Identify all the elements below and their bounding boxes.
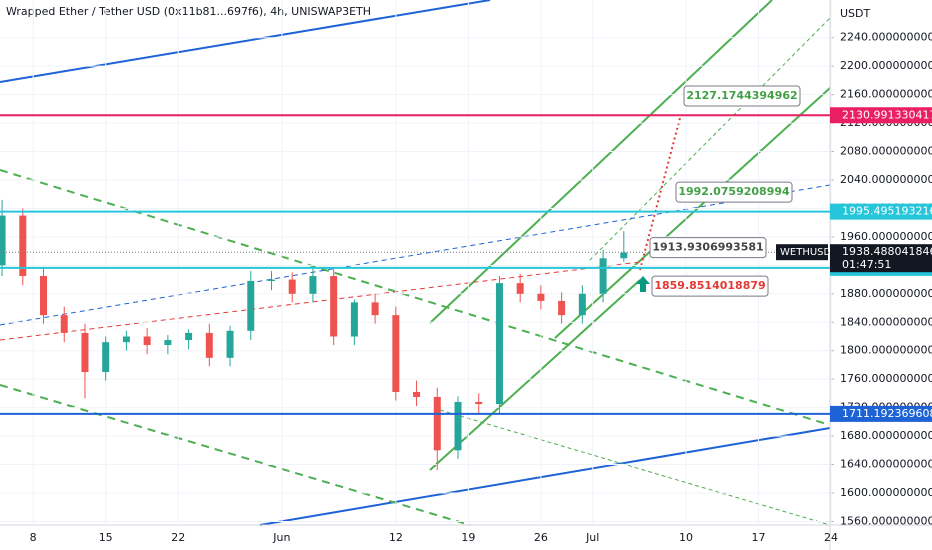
annotation-box (675, 181, 793, 203)
candle-body (267, 279, 275, 281)
countdown-label: 01:47:51 (842, 258, 891, 271)
channel-line (439, 409, 831, 526)
y-tick-label: 2080.0000000000 (840, 145, 932, 158)
candle-body (143, 336, 151, 346)
y-tick-label: 2040.0000000000 (840, 173, 932, 186)
symbol-label: WETHUSDT (780, 247, 838, 258)
channel-line (589, 17, 831, 261)
candle-body (537, 293, 545, 301)
channel-line (554, 87, 831, 339)
candle-body (620, 252, 628, 259)
x-tick-label: 19 (461, 531, 475, 544)
candle-body (226, 330, 234, 358)
x-tick-label: Jun (272, 531, 290, 544)
projection (639, 117, 681, 271)
y-tick-label: 1680.0000000000 (840, 429, 932, 442)
annotation-label: 1859.8514018879 (654, 279, 765, 292)
channel-line (429, 279, 641, 471)
trend-line (259, 427, 831, 526)
candle-body (60, 315, 68, 333)
annotation-label: 2127.1744394962 (686, 89, 797, 102)
annotation-label: 1913.9306993581 (652, 241, 763, 254)
annotation-box (651, 275, 769, 297)
x-tick-label: 24 (824, 531, 838, 544)
candle-body (247, 280, 255, 331)
price-level-tag (830, 405, 932, 422)
candle-body (288, 279, 296, 294)
annotation-box (683, 85, 801, 107)
x-tick-label: 15 (99, 531, 113, 544)
candle-body (122, 336, 130, 343)
price-level-label: 1995.4951932169 (842, 205, 932, 218)
candle-body (330, 276, 338, 337)
last-price-tag (830, 244, 932, 273)
x-tick-label: 22 (171, 531, 185, 544)
candle-body (578, 293, 586, 316)
candle-body (164, 340, 172, 346)
annotation-box (649, 237, 767, 259)
y-tick-label: 1880.0000000000 (840, 287, 932, 300)
candle-body (0, 215, 6, 266)
candle-body (516, 283, 524, 294)
channel-line (0, 384, 471, 526)
price-level-tag (830, 107, 932, 124)
symbol-tag (776, 244, 828, 261)
price-level-label: 1711.1923696086 (842, 407, 932, 420)
x-tick-label: Jul (585, 531, 599, 544)
candle-body (454, 401, 462, 451)
y-tick-label: 2160.0000000000 (840, 88, 932, 101)
candle-body (19, 215, 27, 277)
annotation-label: 1992.0759208994 (678, 185, 790, 198)
candle-body (81, 332, 89, 373)
y-tick-label: 1600.0000000000 (840, 486, 932, 499)
y-tick-label: 1560.0000000000 (840, 514, 932, 527)
y-tick-label: 1800.0000000000 (840, 344, 932, 357)
x-tick-label: 17 (752, 531, 766, 544)
y-tick-label: 1760.0000000000 (840, 372, 932, 385)
candle-body (309, 276, 317, 294)
candle-body (102, 342, 110, 373)
last-price-label: 1938.4880418469 (842, 245, 932, 258)
price-level-tag (830, 203, 932, 220)
y-tick-label: 2240.0000000000 (840, 31, 932, 44)
candle-body (475, 401, 483, 405)
trend-line (0, 0, 491, 83)
chart-title: Wrapped Ether / Tether USD (0x11b81...69… (6, 5, 371, 18)
arrow-icon (636, 276, 650, 292)
x-tick-label: 10 (679, 531, 693, 544)
candle-body (413, 391, 421, 397)
candle-body (433, 396, 441, 451)
candle-body (558, 300, 566, 316)
y-tick-label: 1640.0000000000 (840, 458, 932, 471)
candle-body (392, 315, 400, 392)
y-tick-label: 1840.0000000000 (840, 315, 932, 328)
candle-body (350, 302, 358, 337)
x-tick-label: 8 (30, 531, 37, 544)
y-tick-label: 1960.0000000000 (840, 230, 932, 243)
candle-body (185, 332, 193, 341)
candle-body (371, 302, 379, 316)
currency-label: USDT (840, 7, 871, 20)
y-tick-label: 2200.0000000000 (840, 59, 932, 72)
candle-body (599, 258, 607, 294)
x-tick-label: 26 (534, 531, 548, 544)
candle-body (495, 283, 503, 405)
x-tick-label: 12 (389, 531, 403, 544)
channel-line (429, 0, 773, 324)
candle-body (205, 332, 213, 358)
candle-body (40, 276, 48, 316)
price-level-label: 2130.9913304171 (842, 108, 932, 121)
